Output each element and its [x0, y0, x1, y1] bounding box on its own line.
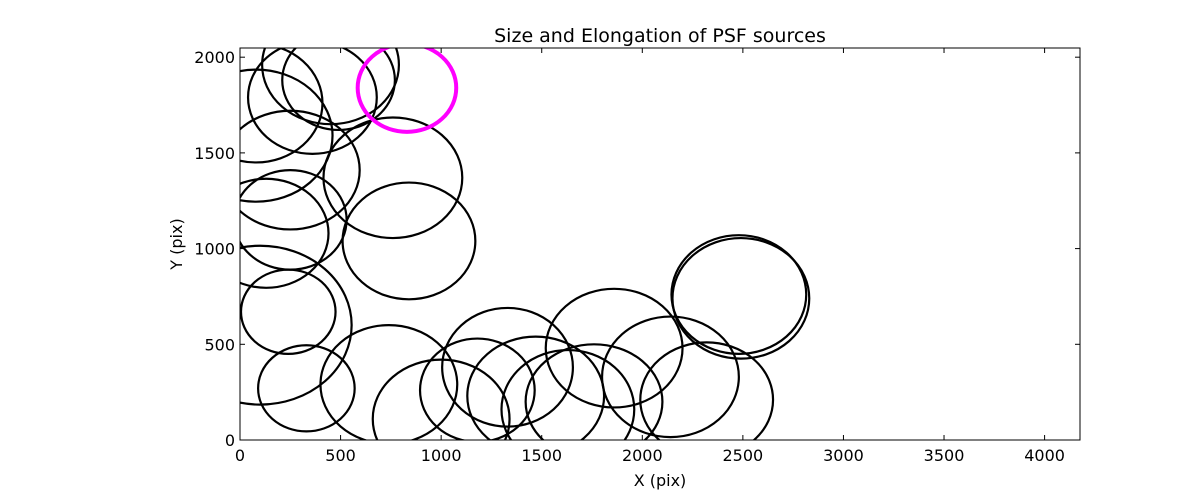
y-tick-label: 500 [204, 335, 235, 354]
x-tick-label: 2000 [622, 446, 663, 465]
psf-ellipse [639, 341, 775, 440]
y-tick-label: 1000 [194, 240, 235, 259]
x-tick-label: 0 [235, 446, 245, 465]
psf-ellipse [670, 234, 808, 355]
psf-ellipse [240, 268, 337, 355]
x-tick-label: 1000 [421, 446, 462, 465]
psf-ellipse [418, 337, 536, 440]
chart-title: Size and Elongation of PSF sources [494, 25, 826, 47]
y-axis-label: Y (pix) [167, 218, 186, 270]
psf-ellipse [281, 48, 396, 132]
psf-ellipse [371, 358, 511, 440]
x-tick-label: 1500 [521, 446, 562, 465]
y-tick-label: 1500 [194, 144, 235, 163]
psf-ellipse [544, 287, 684, 409]
psf-ellipse [240, 244, 353, 406]
psf-ellipse [524, 343, 664, 440]
psf-ellipse [466, 335, 606, 440]
x-tick-label: 500 [325, 446, 356, 465]
psf-ellipse [341, 181, 477, 301]
x-tick-label: 4000 [1024, 446, 1065, 465]
y-axis: 0 500 1000 1500 2000 [194, 48, 1080, 450]
psf-ellipse [246, 48, 378, 155]
plot-frame [239, 47, 1081, 441]
psf-ellipse [441, 306, 575, 428]
psf-ellipse [240, 177, 330, 289]
psf-ellipse [600, 315, 740, 439]
x-axis: 0 500 1000 1500 2000 2500 3000 3500 4000 [235, 48, 1065, 465]
x-tick-label: 3000 [823, 446, 864, 465]
psf-ellipse [240, 109, 361, 231]
x-tick-label: 3500 [924, 446, 965, 465]
psf-ellipse [671, 236, 811, 360]
psf-ellipse [500, 348, 636, 440]
psf-ellipse [322, 116, 464, 240]
x-axis-label: X (pix) [634, 471, 687, 490]
psf-ellipse [257, 344, 356, 433]
psf-ellipse [261, 48, 400, 126]
highlighted-psf-ellipse [355, 48, 459, 134]
plot-marks [240, 48, 811, 440]
y-tick-label: 0 [225, 431, 235, 450]
psf-ellipse [319, 324, 459, 440]
y-tick-label: 2000 [194, 48, 235, 67]
psf-ellipse [240, 68, 334, 203]
x-tick-label: 2500 [723, 446, 764, 465]
